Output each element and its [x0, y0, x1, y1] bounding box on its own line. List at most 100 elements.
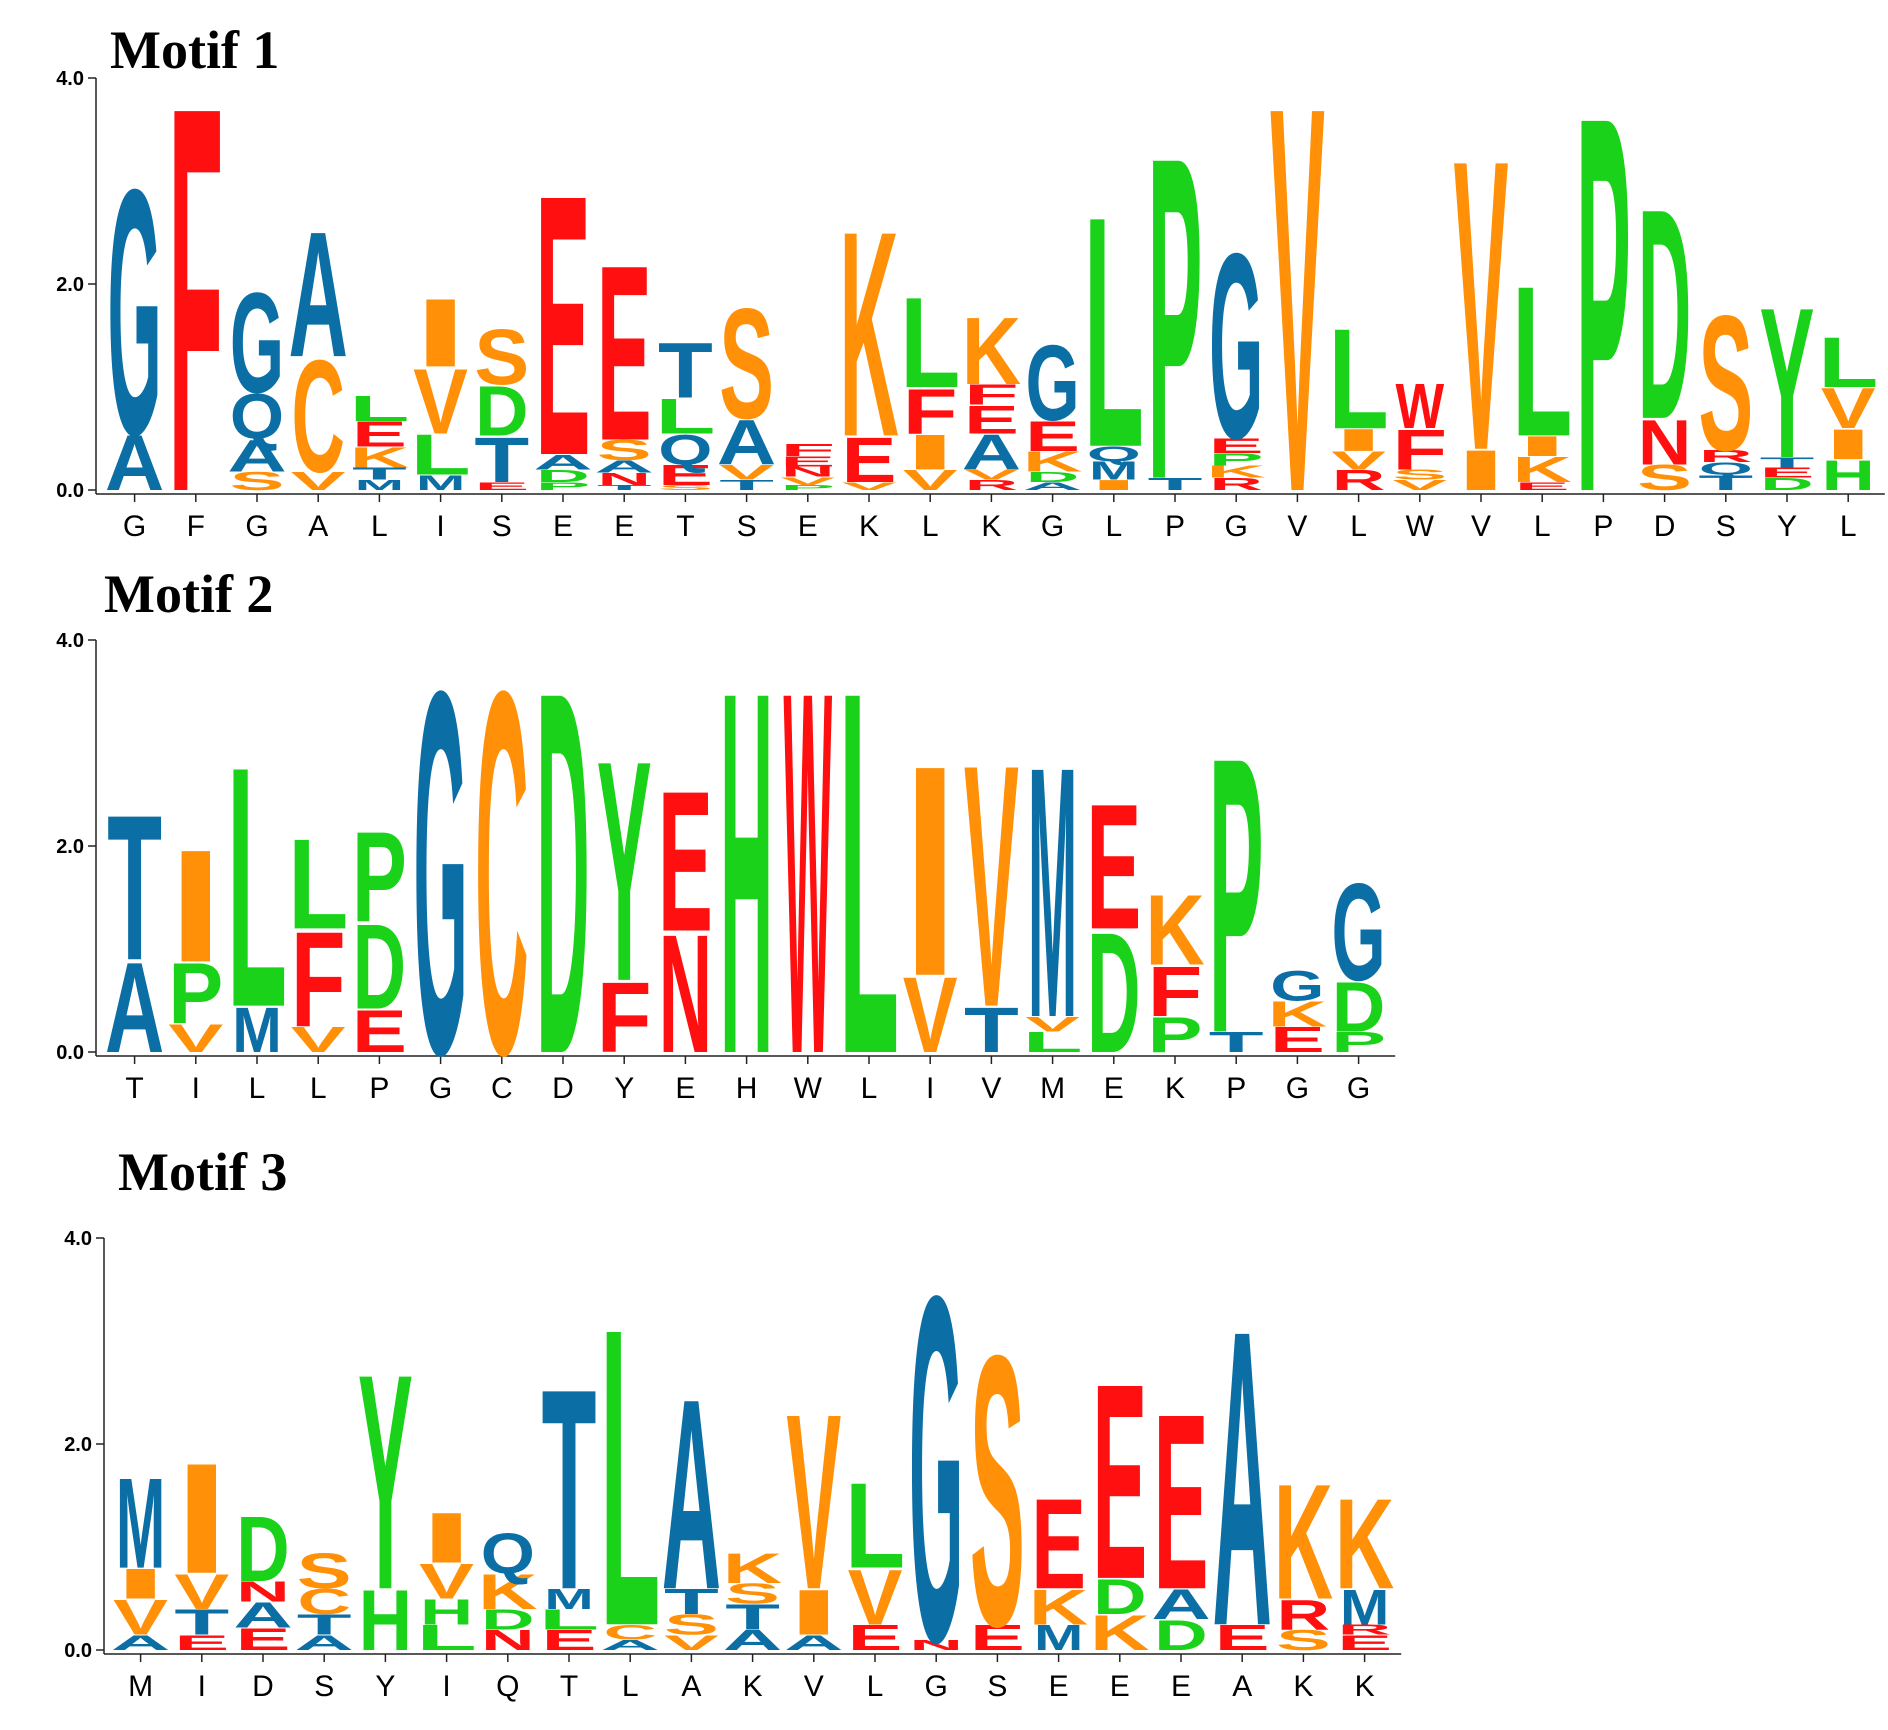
logo-letter-V: V [168, 1015, 223, 1060]
logo-letter-Y: Y [597, 695, 652, 1047]
motif-3-title: Motif 3 [118, 1142, 287, 1202]
logo-letter-Q: Q [658, 426, 712, 473]
position-label: P [1226, 1072, 1246, 1105]
logo-letter-A: A [233, 1596, 292, 1635]
logo-letter-F: F [291, 905, 346, 1056]
logo-letter-P: P [536, 480, 591, 493]
logo-letter-E: E [236, 1622, 291, 1657]
logo-letter-L: L [227, 694, 287, 1079]
position-label: A [1232, 1670, 1252, 1703]
position-label: Q [496, 1670, 519, 1703]
position-label: D [252, 1670, 274, 1703]
logo-letter-G: G [414, 585, 468, 1162]
position-label: L [1350, 510, 1367, 543]
logo-letter-W: W [784, 583, 833, 1161]
logo-letter-N: N [481, 1624, 534, 1656]
position-label: K [859, 510, 879, 543]
logo-letter-P: P [1209, 677, 1264, 1116]
position-label: L [1105, 510, 1122, 543]
logo-letter-F: F [1148, 952, 1203, 1031]
logo-letter-L: L [845, 1459, 905, 1594]
logo-letter-E: E [1209, 434, 1264, 458]
logo-letter-T: T [474, 423, 529, 496]
position-label: S [314, 1670, 334, 1703]
logo-letter-E: E [1031, 1471, 1086, 1615]
logo-letter-V: V [291, 1020, 346, 1059]
logo-letter-H: H [420, 1592, 473, 1632]
logo-letter-V: V [903, 955, 958, 1075]
logo-letter-E: E [474, 480, 529, 493]
logo-letter-E: E [542, 1624, 597, 1656]
logo-letter-Y: Y [358, 1309, 413, 1653]
logo-letter-K: K [1023, 446, 1082, 478]
y-tick-label: 2.0 [56, 274, 84, 296]
position-label: I [198, 1670, 206, 1703]
logo-letter-K: K [962, 297, 1021, 404]
logo-letter-H: H [1821, 451, 1874, 499]
logo-letter-V: V [964, 693, 1019, 1080]
logo-letter-M: M [1034, 1619, 1083, 1658]
y-tick-label: 4.0 [56, 68, 84, 90]
logo-letter-P: P [1331, 1026, 1386, 1058]
logo-letter-A: A [717, 406, 776, 478]
logo-letter-E: E [1270, 1020, 1325, 1059]
logo-letter-K: K [1207, 462, 1267, 481]
logo-letter-E: E [1025, 412, 1080, 460]
logo-letter-Q: Q [481, 1521, 535, 1586]
logo-letter-D: D [536, 584, 589, 1162]
logo-letter-V: V [903, 464, 958, 496]
logo-letter-T: T [964, 993, 1019, 1066]
position-label: L [371, 510, 388, 543]
position-label: L [249, 1072, 266, 1105]
logo-letter-V: V [786, 1362, 841, 1641]
position-label: F [187, 510, 205, 543]
y-tick-label: 0.0 [56, 1042, 84, 1064]
y-tick-label: 4.0 [64, 1228, 92, 1250]
position-label: W [1406, 510, 1435, 543]
logo-letter-A: A [533, 450, 592, 474]
logo-letter-R: R [1209, 475, 1262, 494]
logo-letter-M: M [416, 471, 465, 495]
logo-letter-Q: Q [1699, 459, 1753, 478]
logo-letter-A: A [962, 425, 1021, 481]
logo-letter-C: C [475, 584, 528, 1162]
position-label: E [798, 510, 818, 543]
logo-letter-A: A [227, 431, 286, 482]
logo-letter-E: E [597, 214, 652, 493]
logo-letter-E: E [1337, 1631, 1392, 1655]
logo-letter-M: M [1089, 457, 1138, 486]
logo-letter-E: E [964, 397, 1019, 442]
logo-letter-L: L [288, 813, 348, 957]
logo-letter-M: M [1340, 1579, 1389, 1636]
logo-letter-K: K [1335, 1471, 1394, 1615]
logo-letter-M: M [544, 1583, 593, 1615]
logo-letter-P: P [780, 484, 835, 492]
logo-letter-G: G [108, 116, 162, 509]
motif-1-title: Motif 1 [110, 20, 279, 80]
logo-letter-E: E [848, 1618, 903, 1657]
logo-letter-I: I [413, 278, 468, 387]
position-label: Y [1777, 510, 1797, 543]
logo-letter-D: D [475, 372, 528, 452]
logo-letter-E: E [1215, 1618, 1270, 1657]
logo-letter-A: A [289, 195, 348, 394]
position-label: V [981, 1072, 1001, 1105]
position-label: M [128, 1670, 153, 1703]
logo-letter-E: E [1760, 465, 1815, 481]
position-label: G [123, 510, 146, 543]
position-label: P [369, 1072, 389, 1105]
logo-letter-G: G [1026, 324, 1080, 444]
position-label: A [681, 1670, 701, 1703]
logo-letter-D: D [1332, 968, 1385, 1048]
logo-letter-E: E [174, 1631, 229, 1655]
logo-letter-T: T [1698, 471, 1753, 495]
logo-letter-E: E [352, 415, 407, 454]
logo-letter-T: T [107, 771, 162, 1003]
y-tick-label: 0.0 [56, 480, 84, 502]
logo-letter-P: P [1209, 450, 1264, 469]
position-label: G [925, 1670, 948, 1703]
position-label: L [861, 1072, 878, 1105]
logo-letter-I: I [1821, 421, 1876, 469]
logo-letter-V: V [1821, 377, 1876, 441]
